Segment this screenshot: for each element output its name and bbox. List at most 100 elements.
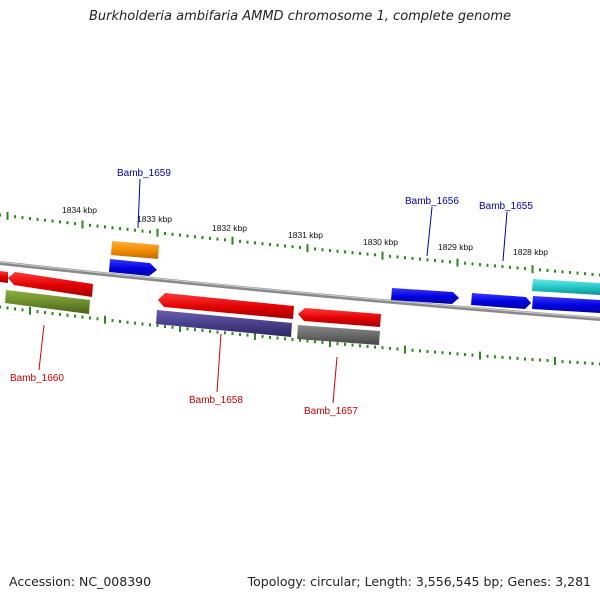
gene-cyan-cog[interactable]	[532, 279, 600, 295]
minor-tick	[216, 237, 219, 241]
minor-tick	[471, 353, 474, 357]
minor-tick	[539, 268, 541, 272]
minor-tick	[351, 251, 354, 255]
minor-tick	[209, 236, 211, 240]
minor-tick	[336, 342, 339, 346]
minor-tick	[21, 308, 24, 312]
major-tick	[554, 357, 556, 365]
minor-tick	[306, 339, 309, 343]
minor-tick	[284, 244, 286, 248]
minor-tick	[164, 325, 166, 328]
gene-bamb-1658-cog[interactable]	[156, 310, 292, 337]
gene-label-bamb-1656[interactable]: Bamb_1656	[405, 196, 459, 207]
major-tick	[29, 306, 31, 315]
minor-tick	[89, 223, 91, 227]
minor-tick	[561, 360, 564, 364]
minor-tick	[201, 329, 204, 332]
gene-bamb-1659-cog[interactable]	[111, 241, 159, 259]
minor-tick	[134, 321, 136, 325]
minor-tick	[411, 348, 414, 352]
major-tick	[306, 244, 309, 253]
gene-features	[0, 241, 600, 345]
minor-tick	[104, 225, 106, 229]
gene-label-bamb-1659[interactable]: Bamb_1659	[117, 168, 171, 179]
minor-tick	[171, 325, 174, 329]
gene-bamb-1658[interactable]	[158, 293, 294, 319]
gene-bamb-1660-cog[interactable]	[5, 290, 90, 314]
minor-tick	[404, 256, 406, 260]
minor-tick	[509, 265, 511, 269]
kbp-label: 1832 kbp	[212, 223, 247, 233]
minor-tick	[336, 249, 339, 253]
minor-tick	[66, 221, 69, 225]
minor-tick	[464, 261, 466, 265]
gene-bamb-1657-cog[interactable]	[297, 325, 380, 345]
minor-tick	[291, 338, 294, 341]
gene-red-edge[interactable]	[0, 271, 8, 283]
minor-tick	[351, 343, 354, 347]
gene-blue-right[interactable]	[532, 296, 600, 313]
gene-label-bamb-1658[interactable]: Bamb_1658	[189, 395, 243, 406]
major-tick	[404, 345, 406, 354]
minor-tick	[269, 243, 271, 246]
minor-tick	[96, 224, 99, 228]
minor-tick	[494, 355, 496, 359]
minor-tick	[501, 265, 504, 269]
minor-tick	[111, 319, 114, 323]
minor-tick	[126, 320, 129, 324]
minor-tick	[389, 254, 391, 258]
minor-tick	[584, 361, 586, 365]
minor-tick	[524, 267, 526, 271]
gene-label-bamb-1660[interactable]: Bamb_1660	[10, 373, 64, 384]
minor-tick	[464, 353, 466, 356]
minor-tick	[501, 355, 504, 359]
genome-stats-label: Topology: circular; Length: 3,556,545 bp…	[247, 574, 591, 589]
minor-tick	[261, 335, 264, 339]
gene-label-bamb-1655[interactable]: Bamb_1655	[479, 201, 533, 212]
kbp-label: 1828 kbp	[513, 247, 548, 257]
gene-bamb-1659[interactable]	[109, 259, 157, 276]
minor-tick	[149, 230, 151, 234]
major-tick	[381, 251, 384, 260]
major-tick	[254, 331, 256, 340]
minor-tick	[0, 305, 1, 309]
minor-tick	[441, 259, 444, 263]
minor-tick	[576, 271, 579, 275]
minor-tick	[14, 307, 16, 311]
minor-tick	[149, 323, 151, 327]
minor-tick	[576, 361, 579, 364]
minor-tick	[51, 312, 54, 315]
minor-tick	[0, 213, 1, 217]
minor-tick	[164, 232, 166, 235]
minor-tick	[171, 232, 174, 236]
gene-labels: Bamb_1659 Bamb_1656 Bamb_1655 Bamb_1660 …	[10, 168, 533, 417]
gene-bamb-1656[interactable]	[391, 288, 459, 304]
minor-tick	[359, 251, 361, 255]
gene-bamb-1655[interactable]	[471, 293, 531, 309]
backbone-highlight	[0, 261, 600, 319]
major-tick	[6, 211, 9, 220]
minor-tick	[29, 217, 31, 220]
minor-tick	[66, 313, 69, 317]
minor-tick	[111, 226, 114, 230]
minor-tick	[134, 228, 136, 232]
gene-label-bamb-1657[interactable]: Bamb_1657	[304, 406, 358, 417]
minor-tick	[44, 311, 46, 315]
gene-bamb-1657[interactable]	[298, 308, 381, 327]
minor-tick	[546, 359, 549, 362]
gene-bamb-1660[interactable]	[8, 272, 93, 297]
minor-tick	[51, 219, 54, 223]
minor-tick	[119, 319, 121, 323]
minor-tick	[419, 257, 421, 261]
kbp-label: 1831 kbp	[288, 230, 323, 240]
minor-tick	[179, 233, 181, 237]
minor-tick	[441, 351, 444, 355]
minor-tick	[224, 331, 226, 335]
minor-tick	[449, 351, 451, 355]
major-tick	[81, 220, 84, 229]
minor-tick	[141, 229, 144, 233]
minor-tick	[96, 317, 99, 321]
minor-tick	[561, 270, 564, 274]
minor-tick	[6, 306, 9, 310]
minor-tick	[14, 215, 16, 219]
